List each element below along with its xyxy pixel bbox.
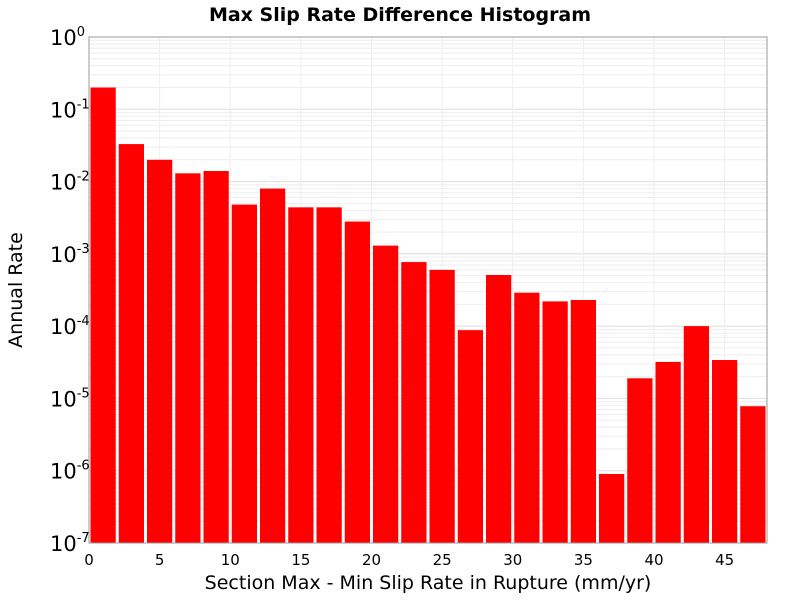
histogram-bar [203, 171, 229, 543]
histogram-bar [90, 87, 116, 543]
x-tick-labels: 0 5 10 15 20 25 30 35 40 45 [84, 551, 734, 569]
x-tick-label: 40 [644, 551, 663, 569]
grid-lines [88, 37, 767, 544]
x-tick-label: 0 [84, 551, 94, 569]
x-tick-label: 30 [503, 551, 522, 569]
y-tick-label: 10-6 [50, 459, 90, 484]
x-tick-label: 45 [715, 551, 734, 569]
y-tick-label: 10-1 [50, 97, 90, 122]
y-tick-labels: 100 10-1 10-2 10-3 10-4 10-5 10-6 10-7 [50, 25, 90, 556]
histogram-bar [599, 474, 625, 543]
histogram-bar [344, 221, 370, 544]
histogram-bar [683, 326, 709, 543]
x-tick-label: 25 [433, 551, 452, 569]
histogram-bar [740, 406, 766, 543]
x-tick-label: 20 [362, 551, 381, 569]
plot-frame [88, 36, 768, 544]
bars-group [90, 87, 766, 544]
histogram-bar [514, 292, 540, 543]
x-tick-label: 10 [221, 551, 240, 569]
histogram-bar [655, 361, 681, 543]
histogram-bar [570, 299, 596, 543]
histogram-bar [712, 360, 738, 543]
histogram-bar [118, 144, 144, 543]
y-tick-label: 10-5 [50, 386, 90, 411]
histogram-bar [175, 173, 201, 543]
histogram-bar [260, 188, 286, 543]
histogram-bar [373, 245, 399, 543]
histogram-bar [401, 262, 427, 543]
histogram-bar [429, 269, 455, 543]
x-tick-label: 5 [155, 551, 165, 569]
y-tick-label: 100 [50, 25, 85, 50]
histogram-bar [542, 301, 568, 543]
histogram-bar [288, 207, 314, 543]
histogram-bar [457, 330, 483, 543]
y-tick-label: 10-4 [50, 314, 90, 339]
histogram-bar [147, 159, 173, 543]
y-tick-label: 10-3 [50, 242, 90, 267]
x-tick-label: 15 [291, 551, 310, 569]
y-axis-label: Annual Rate [5, 232, 27, 348]
x-tick-label: 35 [574, 551, 593, 569]
x-axis-label: Section Max - Min Slip Rate in Rupture (… [205, 572, 652, 594]
histogram-bar [486, 274, 512, 543]
histogram-bar [627, 378, 653, 543]
y-tick-label: 10-2 [50, 170, 90, 195]
histogram-bar [231, 204, 257, 543]
chart-title: Max Slip Rate Difference Histogram [209, 4, 591, 26]
y-tick-label: 10-7 [50, 531, 90, 556]
histogram-bar [316, 207, 342, 543]
